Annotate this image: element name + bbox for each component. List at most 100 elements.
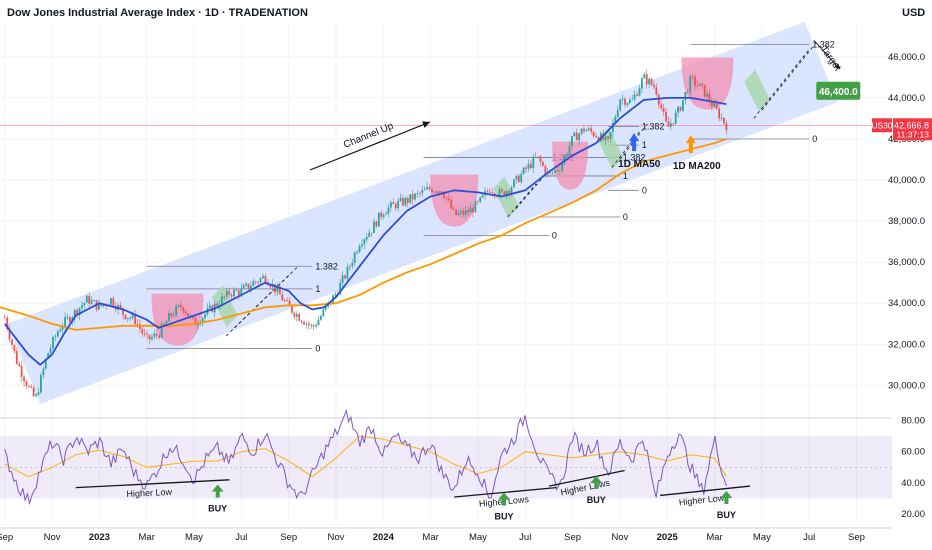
time-tick-label: Sep <box>0 532 13 543</box>
candle-body <box>462 210 465 215</box>
candle-body <box>122 308 124 315</box>
candle-body <box>667 121 670 127</box>
candle-body <box>679 106 682 111</box>
fib-level-label: 0 <box>315 343 320 353</box>
candle-body <box>20 366 23 377</box>
candle-body <box>706 93 708 97</box>
price-panel: 1.382101.38201.382101.382101.3820Channel… <box>0 21 892 522</box>
higher-low-trendline <box>548 469 625 487</box>
candle-body <box>300 320 303 323</box>
time-tick-label: Mar <box>139 532 155 543</box>
candle-body <box>170 313 173 316</box>
candle-body <box>73 309 76 318</box>
candle-body <box>216 303 219 307</box>
candle-body <box>15 351 18 364</box>
candle-body <box>525 167 527 169</box>
candle-body <box>344 275 346 279</box>
projection-dashed-line <box>225 273 291 337</box>
candle-body <box>452 208 455 210</box>
candle-body <box>351 262 354 267</box>
candle-body <box>621 98 624 100</box>
candle-body <box>78 308 81 316</box>
candle-body <box>27 386 30 388</box>
candle-body <box>141 328 144 334</box>
candle-body <box>126 318 129 320</box>
candle-body <box>501 189 503 192</box>
candle-body <box>158 335 161 338</box>
candle-body <box>102 304 105 307</box>
candle-body <box>93 300 95 302</box>
candle-body <box>172 315 175 317</box>
candle-body <box>392 202 395 204</box>
projection-dashed-line <box>507 183 537 218</box>
candle-body <box>486 191 489 193</box>
candle-body <box>587 128 590 130</box>
candle-body <box>423 189 426 191</box>
candle-body <box>435 191 438 193</box>
candle-body <box>549 172 552 173</box>
candle-body <box>472 207 474 213</box>
candle-body <box>505 190 508 196</box>
candle-body <box>68 317 71 323</box>
candle-body <box>628 99 631 104</box>
candle-body <box>421 190 424 194</box>
candle-body <box>710 101 713 107</box>
price-tick-label: 30,000.0 <box>888 380 925 391</box>
projection-dashed-line <box>619 122 649 160</box>
candle-body <box>631 99 634 101</box>
candle-body <box>397 200 400 209</box>
cup-pattern-zone <box>681 57 734 110</box>
candle-body <box>573 132 576 137</box>
price-tick-label: 36,000.0 <box>888 257 925 268</box>
candle-body <box>177 305 180 307</box>
fib-level-label: 0 <box>642 185 647 195</box>
candle-body <box>713 103 716 107</box>
projection-dashed-line <box>515 175 545 210</box>
candle-body <box>645 74 648 85</box>
fib-level-label: 0 <box>623 212 628 222</box>
candle-body <box>561 163 564 171</box>
candle-body <box>498 189 501 196</box>
candle-body <box>40 375 42 393</box>
buy-arrow <box>497 492 510 506</box>
candle-body <box>47 353 50 359</box>
candle-body <box>544 165 547 175</box>
candle-body <box>464 210 467 215</box>
candle-body <box>247 283 250 289</box>
candle-body <box>469 207 472 213</box>
candle-body <box>293 312 296 317</box>
candle-body <box>175 306 177 316</box>
candle-body <box>696 85 699 87</box>
candle-body <box>18 363 21 367</box>
candle-body <box>433 191 436 193</box>
candle-body <box>380 212 383 217</box>
candle-body <box>657 94 660 105</box>
candle-body <box>481 195 484 198</box>
time-tick-label: Jul <box>803 532 815 543</box>
symbol-tag-text: US30 <box>871 120 893 130</box>
candle-body <box>315 325 317 327</box>
candle-body <box>322 309 325 316</box>
candle-body <box>515 175 518 180</box>
candle-body <box>708 93 711 102</box>
buy-arrow <box>720 491 733 505</box>
candle-body <box>97 303 100 310</box>
consolidation-zone <box>744 69 771 112</box>
candle-body <box>56 331 59 337</box>
time-tick-label: Mar <box>706 532 722 543</box>
ma50-label: 1D MA50 <box>618 159 661 170</box>
candle-body <box>532 156 535 169</box>
candle-body <box>399 197 402 201</box>
rsi-tick-label: 20.00 <box>901 509 925 520</box>
time-tick-label: 2023 <box>89 532 110 543</box>
candle-body <box>129 317 132 319</box>
target-arrow <box>813 40 841 70</box>
candle-body <box>259 278 262 283</box>
fib-level-label: 1.382 <box>642 122 665 132</box>
candle-body <box>136 323 139 325</box>
fib-level-label: 1.382 <box>812 40 835 50</box>
candle-body <box>353 252 356 263</box>
target-value-label: 46,400.0 <box>819 87 858 98</box>
candle-body <box>286 300 289 302</box>
candle-body <box>148 334 151 340</box>
